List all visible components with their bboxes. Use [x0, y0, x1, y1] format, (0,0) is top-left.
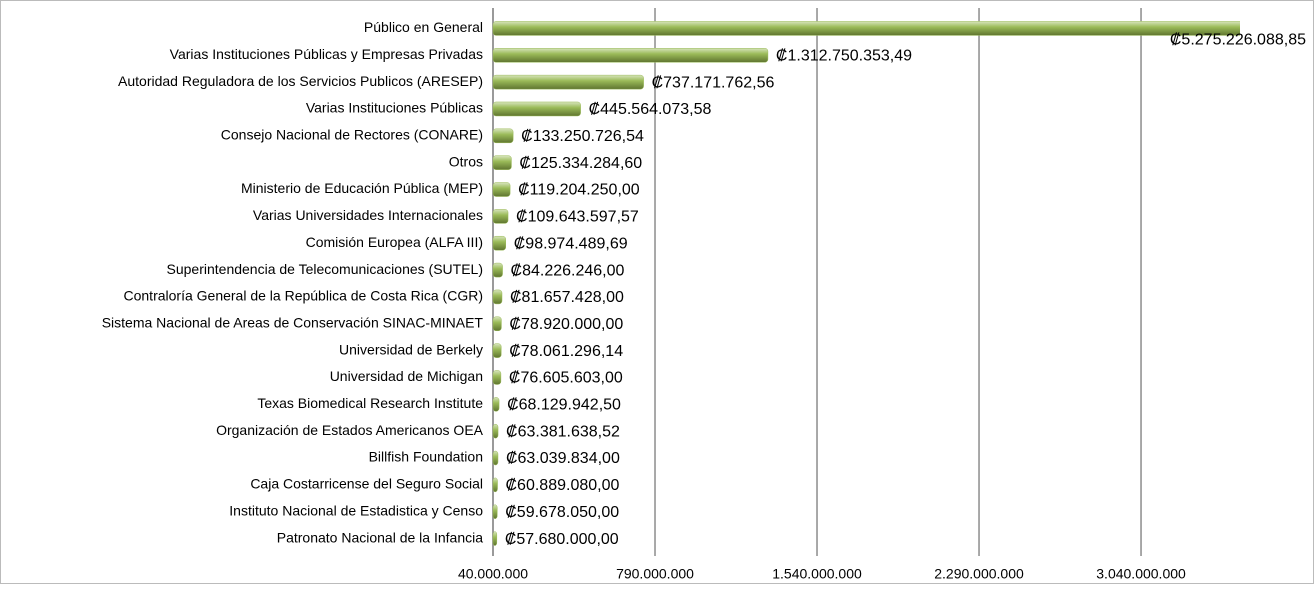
y-tick-label: Universidad de Berkely [339, 341, 483, 357]
value-label: ₡76.605.603,00 [509, 370, 623, 387]
bar [492, 397, 500, 412]
value-label: ₡63.381.638,52 [506, 423, 620, 440]
value-label: ₡68.129.942,50 [507, 397, 621, 414]
value-label: ₡1.312.750.353,49 [776, 47, 912, 64]
y-tick-label: Público en General [364, 19, 483, 35]
y-tick-label: Billfish Foundation [369, 449, 483, 465]
bar [492, 209, 509, 224]
value-label: ₡737.171.762,56 [652, 74, 775, 91]
value-label: ₡78.920.000,00 [509, 316, 623, 333]
value-label: ₡81.657.428,00 [510, 289, 624, 306]
x-tick-label: 1.540.000.000 [772, 566, 862, 582]
y-tick-label: Varias Universidades Internacionales [253, 207, 483, 223]
value-label: ₡133.250.726,54 [521, 128, 644, 145]
value-label: ₡445.564.073,58 [589, 101, 712, 118]
y-tick-label: Texas Biomedical Research Institute [257, 395, 483, 411]
y-tick-label: Instituto Nacional de Estadistica y Cens… [229, 502, 483, 518]
y-tick-label: Ministerio de Educación Pública (MEP) [241, 180, 483, 196]
y-tick-label: Otros [449, 153, 483, 169]
bar [492, 21, 1240, 36]
bar [492, 182, 511, 197]
y-tick-label: Caja Costarricense del Seguro Social [250, 476, 483, 492]
bar [492, 235, 506, 251]
bar [492, 155, 512, 170]
bar [492, 343, 502, 358]
value-label: ₡125.334.284,60 [519, 155, 642, 172]
y-tick-label: Autoridad Reguladora de los Servicios Pu… [118, 73, 483, 89]
y-tick-label: Contraloría General de la República de C… [124, 288, 484, 304]
value-label: ₡57.680.000,00 [505, 531, 619, 548]
value-label: ₡63.039.834,00 [506, 450, 620, 467]
bar [492, 48, 769, 63]
bar [492, 289, 503, 305]
x-tick-label: 790.000.000 [616, 566, 694, 582]
y-tick-label: Consejo Nacional de Rectores (CONARE) [221, 127, 483, 143]
bar [492, 504, 498, 519]
y-tick-label: Sistema Nacional de Areas de Conservació… [102, 314, 484, 330]
value-label: ₡60.889.080,00 [506, 477, 620, 494]
bar [492, 128, 514, 144]
x-tick-label: 40.000.000 [458, 566, 528, 582]
value-label: ₡84.226.246,00 [511, 262, 625, 279]
y-tick-label: Organización de Estados Americanos OEA [216, 422, 484, 438]
bar [492, 450, 499, 466]
bar [492, 74, 644, 90]
y-tick-label: Comisión Europea (ALFA III) [306, 234, 483, 250]
value-label: ₡78.061.296,14 [509, 343, 623, 360]
bar [492, 316, 502, 332]
value-label: ₡59.678.050,00 [505, 504, 619, 521]
y-tick-label: Varias Instituciones Públicas [306, 100, 483, 116]
value-label: ₡109.643.597,57 [516, 209, 639, 226]
x-tick-label: 2.290.000.000 [934, 566, 1024, 582]
y-tick-label: Universidad de Michigan [330, 368, 483, 384]
value-label: ₡5.275.226.088,85 [1170, 32, 1306, 49]
bar [492, 101, 581, 117]
bar [492, 423, 499, 439]
value-label: ₡119.204.250,00 [518, 182, 640, 199]
y-tick-label: Varias Instituciones Públicas y Empresas… [170, 46, 483, 62]
y-tick-label: Patronato Nacional de la Infancia [277, 529, 483, 545]
x-tick-label: 3.040.000.000 [1096, 566, 1186, 582]
bar [492, 370, 502, 385]
bar [492, 477, 498, 493]
y-tick-label: Superintendencia de Telecomunicaciones (… [167, 261, 483, 277]
bar [492, 262, 503, 278]
value-label: ₡98.974.489,69 [514, 235, 628, 252]
bar [492, 531, 498, 546]
bars [492, 21, 1240, 546]
